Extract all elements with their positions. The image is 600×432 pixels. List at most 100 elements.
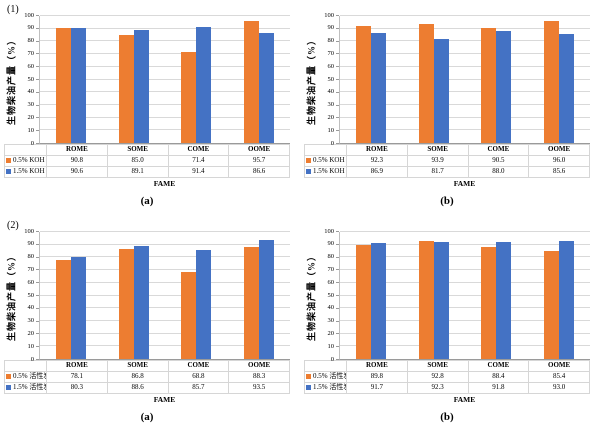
gridline xyxy=(40,243,290,245)
y-tick-mark xyxy=(336,91,339,93)
legend-cell: 1.5% KOH xyxy=(4,166,47,178)
legend-swatch xyxy=(6,374,11,380)
y-tick-label: 80 xyxy=(27,37,35,45)
y-tick-mark xyxy=(336,66,339,68)
y-tick-mark xyxy=(36,53,39,55)
bar-group xyxy=(340,16,403,143)
bar xyxy=(196,26,212,143)
y-tick-mark xyxy=(36,66,39,68)
chart-caption: (b) xyxy=(440,195,454,207)
gridline xyxy=(40,65,290,67)
value-cell: 85.0 xyxy=(106,155,169,167)
y-tick-mark xyxy=(336,295,339,296)
bar xyxy=(433,39,449,143)
y-tick-mark xyxy=(36,15,39,16)
gridline xyxy=(340,307,590,309)
chart-inner: 生物柴油产量（%） 0 10 20 30 40 50 60 70 80 90 100 ROME SOME C… xyxy=(304,228,590,423)
bar xyxy=(371,32,387,143)
table-series-row: 0.5% KOH 90.8 85.0 71.4 95.7 xyxy=(4,155,290,167)
bar-group xyxy=(403,232,466,359)
y-tick-label: 30 xyxy=(27,101,35,109)
bar-group xyxy=(528,232,591,359)
y-tick-label: 10 xyxy=(327,126,335,134)
value-cell: 95.7 xyxy=(228,155,290,167)
y-tick-label: 100 xyxy=(324,11,334,19)
y-tick-mark xyxy=(36,231,39,232)
bar-group xyxy=(165,16,228,143)
value-cell: 92.3 xyxy=(346,155,408,167)
y-tick-label: 50 xyxy=(327,291,335,299)
value-cell: 85.4 xyxy=(528,371,590,383)
y-tick-mark xyxy=(336,27,339,29)
gridline xyxy=(40,345,290,347)
bar xyxy=(258,33,274,143)
y-tick-mark xyxy=(36,243,39,245)
category-header-cell: COME xyxy=(467,144,530,156)
table-header-row: ROME SOME COME OOME xyxy=(4,360,290,372)
gridline xyxy=(340,53,590,55)
bar xyxy=(543,21,559,143)
table-header-row: ROME SOME COME OOME xyxy=(304,144,590,156)
plot-row: 生物柴油产量（%） 0 10 20 30 40 50 60 70 80 90 100 xyxy=(304,228,590,362)
y-tick-label: 10 xyxy=(27,342,35,350)
value-cell: 71.4 xyxy=(167,155,230,167)
bar xyxy=(418,23,434,143)
bar xyxy=(71,257,87,359)
bar xyxy=(71,27,87,143)
y-tick-label: 0 xyxy=(330,355,334,363)
value-cell: 80.3 xyxy=(46,382,108,394)
bar xyxy=(181,52,197,143)
value-cell: 91.8 xyxy=(467,382,530,394)
bar-group xyxy=(165,232,228,359)
y-tick-mark xyxy=(336,117,339,119)
category-header-cell: SOME xyxy=(406,360,469,372)
gridline xyxy=(340,345,590,347)
y-tick-mark xyxy=(336,269,339,271)
legend-label: 0.5% 活性炭 xyxy=(13,371,46,380)
bar xyxy=(243,21,259,143)
bar-group xyxy=(40,16,103,143)
gridline xyxy=(40,231,290,232)
chart-inner: 生物柴油产量（%） 0 10 20 30 40 50 60 70 80 90 100 ROME SOME C… xyxy=(4,228,290,423)
y-tick-label: 90 xyxy=(27,240,35,248)
y-tick-mark xyxy=(36,130,39,132)
y-tick-label: 60 xyxy=(327,62,335,70)
category-header-cell: ROME xyxy=(346,144,408,156)
x-axis-title: FAME xyxy=(153,179,176,188)
bar xyxy=(558,240,574,359)
gridline xyxy=(340,40,590,42)
value-cell: 88.4 xyxy=(467,371,530,383)
bar-groups xyxy=(40,16,290,143)
bar-groups xyxy=(340,232,590,359)
gridline xyxy=(40,53,290,55)
bar-group xyxy=(465,16,528,143)
category-header-cell: COME xyxy=(167,144,230,156)
x-axis-title: FAME xyxy=(453,179,476,188)
y-tick-label: 70 xyxy=(327,265,335,273)
value-cell: 92.3 xyxy=(406,382,469,394)
gridline xyxy=(340,91,590,93)
gridline xyxy=(40,40,290,42)
y-tick-label: 10 xyxy=(327,342,335,350)
bar-group xyxy=(103,16,166,143)
chart-caption: (a) xyxy=(140,411,154,423)
bar xyxy=(356,244,372,359)
legend-label: 1.5% KOH xyxy=(313,166,345,175)
y-tick-mark xyxy=(36,346,39,348)
gridline xyxy=(40,256,290,258)
gridline xyxy=(340,319,590,321)
value-cell: 78.1 xyxy=(46,371,108,383)
y-tick-label: 70 xyxy=(27,49,35,57)
gridline xyxy=(40,91,290,93)
legend-header-cell xyxy=(4,360,47,372)
plot-area xyxy=(39,15,290,144)
value-cell: 90.8 xyxy=(46,155,108,167)
bar xyxy=(481,246,497,359)
category-header-cell: ROME xyxy=(346,360,408,372)
y-axis: 0 10 20 30 40 50 60 70 80 90 100 xyxy=(17,228,39,362)
y-tick-mark xyxy=(36,117,39,119)
y-axis-title: 生物柴油产量（%） xyxy=(6,34,16,126)
y-tick-mark xyxy=(336,320,339,322)
